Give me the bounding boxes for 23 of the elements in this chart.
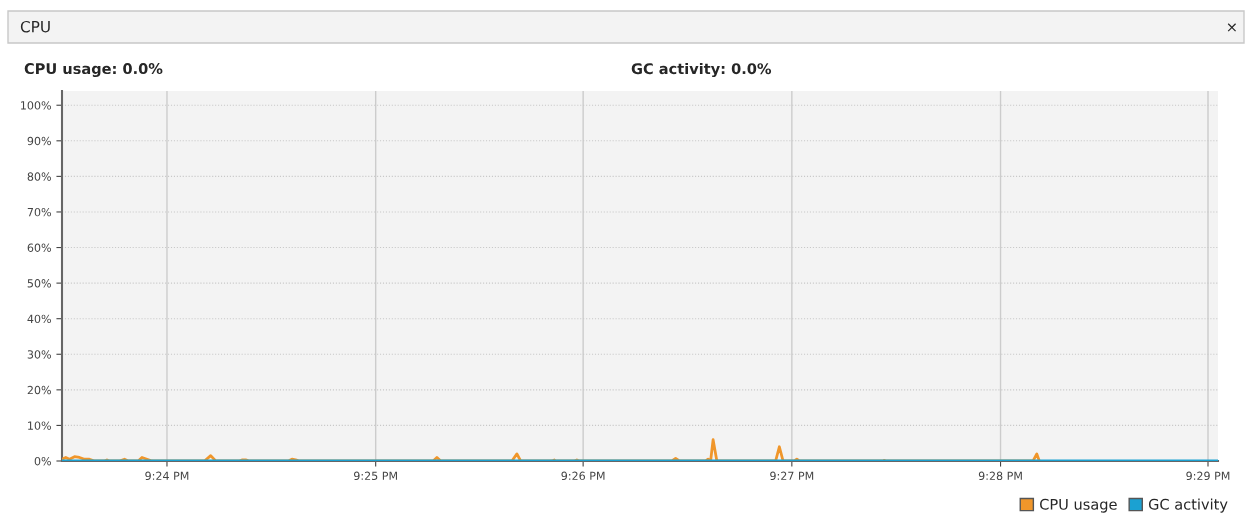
x-tick-label: 9:27 PM bbox=[770, 471, 814, 481]
x-tick-label: 9:25 PM bbox=[354, 471, 397, 481]
x-tick-label: 9:29 PM bbox=[1186, 471, 1230, 481]
chart-title: CPU bbox=[20, 20, 50, 33]
y-tick-label: 50% bbox=[27, 279, 51, 288]
x-tick-label: 9:24 PM bbox=[145, 471, 189, 481]
y-tick-label: 70% bbox=[27, 207, 51, 217]
y-tick-label: 100% bbox=[21, 101, 51, 110]
y-tick-label: 40% bbox=[27, 314, 51, 324]
y-tick-label: 90% bbox=[27, 136, 51, 146]
x-tick-label: 9:26 PM bbox=[561, 471, 605, 481]
text: × bbox=[1227, 23, 1237, 32]
y-tick-label: 20% bbox=[27, 385, 51, 395]
legend-label: GC activity bbox=[1148, 498, 1228, 513]
y-tick-label: 10% bbox=[28, 421, 51, 430]
text: GC activity: 0.0% bbox=[631, 62, 772, 78]
x-tick-label: 9:28 PM bbox=[978, 471, 1022, 481]
legend-label: CPU usage bbox=[1040, 498, 1117, 513]
y-tick-label: 80% bbox=[27, 172, 51, 181]
y-tick-label: 30% bbox=[27, 350, 51, 359]
y-tick-label: 0% bbox=[34, 456, 51, 466]
text: CPU usage: 0.0% bbox=[24, 63, 163, 78]
y-tick-label: 60% bbox=[27, 243, 51, 252]
